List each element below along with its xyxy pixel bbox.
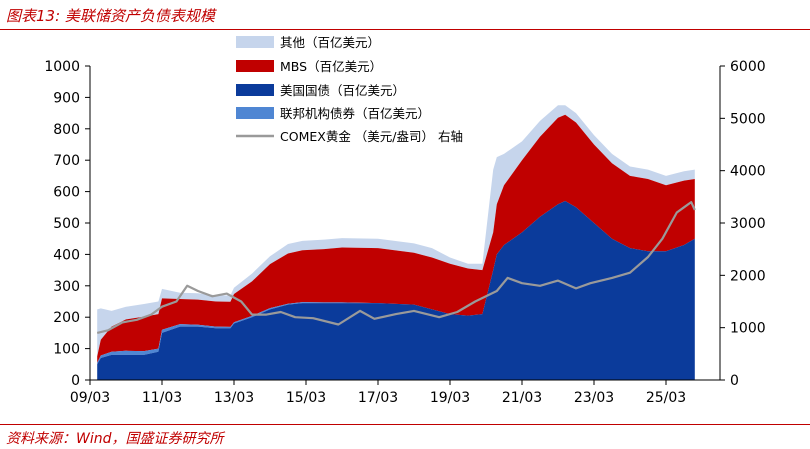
x-tick-label: 23/03: [574, 390, 614, 406]
x-tick-label: 25/03: [646, 390, 686, 406]
y-left-tick-label: 600: [53, 185, 80, 201]
y-left-tick-label: 100: [53, 342, 80, 358]
x-tick-label: 11/03: [142, 390, 182, 406]
legend-other-label: 其他（百亿美元）: [280, 35, 380, 50]
axes: 0 100 200 300 400 500 600 700 800 900 1000 0 1000 200…: [44, 59, 765, 406]
legend-mbs-swatch: [236, 60, 274, 72]
source-note: 资料来源：Wind，国盛证券研究所: [6, 431, 224, 447]
y-left-tick-label: 800: [53, 122, 80, 138]
y-left-tick-label: 400: [53, 247, 80, 263]
y-left-tick-label: 500: [53, 216, 80, 232]
y-right-tick-label: 0: [730, 373, 739, 389]
x-tick-label: 21/03: [502, 390, 542, 406]
legend-treasury-label: 美国国债（百亿美元）: [280, 83, 405, 98]
x-tick-label: 09/03: [70, 390, 110, 406]
y-left-tick-label: 700: [53, 153, 80, 169]
y-right-tick-label: 5000: [730, 111, 766, 127]
legend: 其他（百亿美元） MBS（百亿美元） 美国国债（百亿美元） 联邦机构债券（百亿美元） C…: [236, 35, 463, 144]
y-right-tick-label: 3000: [730, 216, 766, 232]
legend-agency-swatch: [236, 107, 274, 119]
y-left-tick-label: 1000: [44, 59, 80, 75]
y-right-tick-label: 6000: [730, 59, 766, 75]
title-rule: [0, 29, 810, 30]
x-tick-label: 19/03: [430, 390, 470, 406]
area-treasury: [97, 201, 695, 380]
area-mbs: [97, 114, 695, 363]
y-left-tick-label: 0: [71, 373, 80, 389]
y-left-tick-label: 300: [53, 279, 80, 295]
gold-line: [96, 201, 696, 334]
y-left-tick-label: 900: [53, 90, 80, 106]
y-right-tick-label: 2000: [730, 268, 766, 284]
gold-price-line: [96, 201, 696, 334]
stacked-areas: [97, 105, 695, 380]
x-tick-label: 17/03: [358, 390, 398, 406]
y-left-tick-label: 200: [53, 310, 80, 326]
figure-title: 图表13: 美联储资产负债表规模: [6, 7, 215, 25]
legend-mbs-label: MBS（百亿美元）: [280, 59, 382, 74]
legend-treasury-swatch: [236, 84, 274, 96]
footer-rule: [0, 424, 810, 425]
legend-other-swatch: [236, 36, 274, 48]
x-tick-label: 15/03: [286, 390, 326, 406]
legend-agency-label: 联邦机构债券（百亿美元）: [280, 106, 430, 121]
y-right-tick-label: 4000: [730, 164, 766, 180]
y-right-tick-label: 1000: [730, 321, 766, 337]
x-tick-label: 13/03: [214, 390, 254, 406]
legend-gold-label: COMEX黄金 （美元/盎司） 右轴: [280, 129, 463, 144]
